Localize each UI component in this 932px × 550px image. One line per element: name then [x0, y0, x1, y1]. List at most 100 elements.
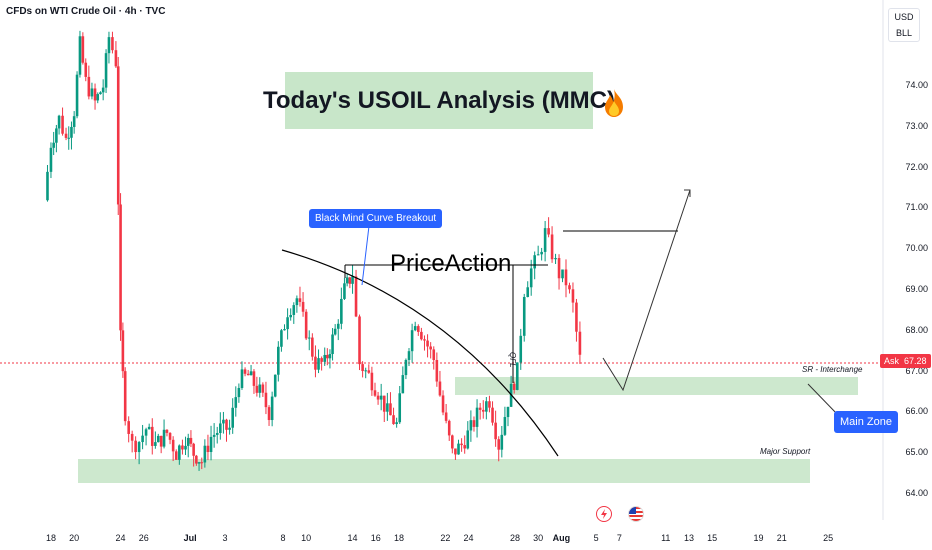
- time-tick: 20: [69, 533, 80, 543]
- candle-body: [121, 330, 125, 372]
- time-tick: 30: [533, 533, 544, 543]
- candle-body: [561, 269, 564, 279]
- time-tick: 16: [370, 533, 381, 543]
- candle-body: [61, 115, 64, 134]
- candle-body: [292, 305, 296, 315]
- candle-body: [451, 435, 454, 449]
- candle-body: [398, 393, 402, 423]
- candle-body: [301, 301, 305, 312]
- candle-body: [298, 298, 302, 302]
- candle-body: [494, 422, 497, 440]
- candle-body: [273, 374, 277, 397]
- candle-body: [258, 384, 262, 393]
- candle-body: [234, 397, 238, 408]
- candle-body: [320, 358, 323, 362]
- candle-body: [134, 440, 137, 453]
- candle-body: [547, 228, 550, 235]
- time-tick: 7: [616, 533, 622, 543]
- candle-body: [81, 36, 85, 63]
- candle-body: [373, 390, 377, 396]
- candle-body: [104, 53, 108, 88]
- candle-body: [413, 326, 417, 331]
- candle-body: [340, 298, 343, 324]
- time-tick: 14: [347, 533, 358, 543]
- time-tick: 22: [440, 533, 451, 543]
- candle-body: [554, 258, 557, 260]
- candle-body: [323, 354, 327, 362]
- candle-body: [432, 349, 436, 361]
- candle-body: [367, 370, 371, 373]
- ask-price: 67.28: [904, 356, 927, 366]
- candle-body: [503, 417, 507, 435]
- candle-body: [426, 340, 429, 347]
- candle-body: [78, 36, 82, 75]
- candle-body: [466, 430, 470, 449]
- candle-body: [137, 442, 141, 453]
- curve-breakout-callout: Black Mind Curve Breakout: [309, 209, 443, 228]
- fire-icon: [605, 89, 623, 117]
- candle-body: [93, 88, 97, 101]
- candle-body: [116, 66, 120, 205]
- candle-body: [376, 395, 380, 400]
- candle-body: [90, 88, 94, 97]
- candle-body: [568, 285, 571, 290]
- candle-body: [192, 443, 195, 456]
- candle-body: [429, 346, 432, 350]
- candle-body: [111, 37, 114, 51]
- main-zone-pointer: [807, 383, 839, 416]
- candle-body: [379, 395, 383, 400]
- candle-body: [354, 276, 358, 317]
- flag-us-icon[interactable]: [628, 506, 644, 522]
- candle-body: [171, 439, 175, 452]
- candle-body: [526, 287, 530, 297]
- price-tick: 64.00: [905, 488, 928, 498]
- candle-body: [84, 62, 88, 77]
- candle-body: [441, 395, 445, 413]
- currency-selector[interactable]: USD BLL: [888, 8, 920, 42]
- candle-body: [481, 409, 485, 412]
- time-tick: 24: [115, 533, 126, 543]
- time-tick: 18: [393, 533, 404, 543]
- lightning-glyph: [601, 509, 607, 519]
- candle-body: [311, 337, 314, 357]
- candle-body: [222, 419, 225, 424]
- candle-body: [536, 254, 540, 256]
- major-support-label: Major Support: [760, 447, 811, 456]
- candle-body: [457, 443, 460, 455]
- candle-body: [404, 359, 408, 376]
- candle-body: [195, 455, 198, 464]
- candle-body: [557, 258, 561, 279]
- candle-body: [144, 429, 148, 436]
- candle-body: [351, 276, 354, 284]
- candle-body: [249, 371, 253, 376]
- candle-body: [64, 133, 68, 138]
- symbol-title: CFDs on WTI Crude Oil · 4h · TVC: [6, 6, 166, 17]
- candle-body: [246, 373, 250, 376]
- time-tick: 3: [222, 533, 228, 543]
- price-tick: 70.00: [905, 243, 928, 254]
- candle-body: [55, 128, 58, 143]
- candle-body: [96, 94, 100, 101]
- price-tick: 72.00: [905, 161, 928, 172]
- candle-body: [156, 435, 160, 443]
- candle-body: [280, 330, 283, 347]
- candle-body: [70, 126, 73, 138]
- candles-group: [46, 30, 582, 471]
- candle-body: [101, 87, 105, 93]
- candle-body: [331, 334, 334, 355]
- candle-body: [72, 116, 76, 127]
- lightning-icon[interactable]: [596, 506, 612, 522]
- time-tick: 10: [301, 533, 312, 543]
- candle-body: [154, 442, 157, 446]
- price-tick: 66.00: [905, 406, 928, 417]
- candle-body: [240, 369, 244, 388]
- candle-body: [178, 445, 181, 460]
- currency-unit: BLL: [895, 28, 912, 38]
- price-tick: 65.00: [905, 447, 928, 458]
- candle-body: [165, 429, 169, 433]
- time-tick: 8: [280, 533, 286, 543]
- candle-body: [491, 407, 494, 423]
- candle-body: [197, 462, 201, 464]
